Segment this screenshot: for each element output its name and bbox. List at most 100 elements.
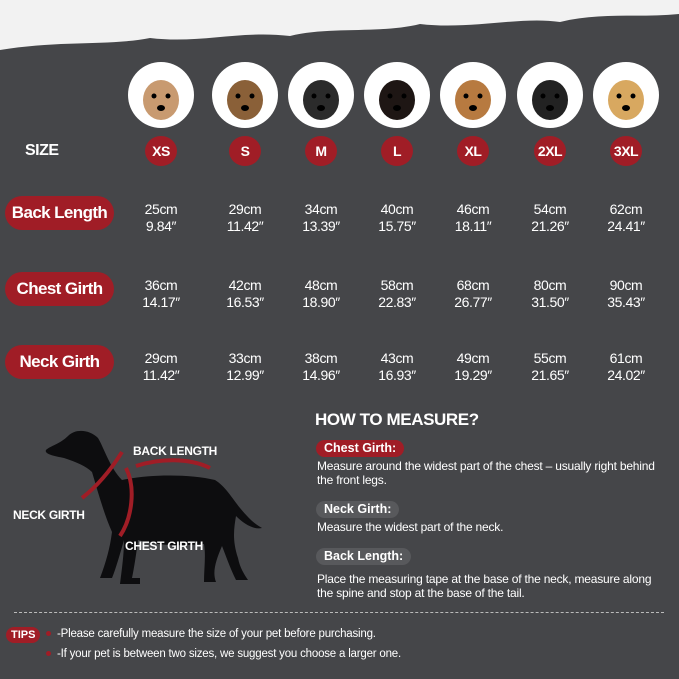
measurement-cell: 38cm 14.96″ — [286, 350, 356, 384]
back-length-tag: Back Length: — [316, 548, 412, 565]
size-badge-s: S — [229, 136, 261, 166]
tip-text: -Please carefully measure the size of yo… — [57, 628, 376, 640]
row-label-neck-girth: Neck Girth — [5, 345, 114, 379]
size-badge-xs: XS — [145, 136, 177, 166]
measurement-cell: 33cm 12.99″ — [210, 350, 280, 384]
chest-girth-line — [118, 467, 134, 538]
cm-value: 38cm — [304, 350, 338, 366]
size-badge-l: L — [381, 136, 413, 166]
chest-girth-tag: Chest Girth: — [316, 440, 405, 457]
cm-value: 58cm — [380, 277, 414, 293]
cm-value: 54cm — [533, 201, 567, 217]
neck-girth-tag: Neck Girth: — [316, 501, 400, 518]
cm-value: 36cm — [144, 277, 178, 293]
cm-value: 40cm — [380, 201, 414, 217]
measurement-cell: 55cm 21.65″ — [515, 350, 585, 384]
size-label: SIZE — [25, 142, 59, 159]
measurement-cell: 62cm 24.41″ — [591, 201, 661, 235]
tip-item: -If your pet is between two sizes, we su… — [46, 648, 401, 660]
measurement-cell: 29cm 11.42″ — [210, 201, 280, 235]
measurement-cell: 46cm 18.11″ — [438, 201, 508, 235]
back-length-description: Place the measuring tape at the base of … — [317, 572, 652, 600]
inch-value: 11.42″ — [226, 218, 264, 234]
inch-value: 14.17″ — [142, 294, 180, 310]
measurement-cell: 29cm 11.42″ — [126, 350, 196, 384]
measurement-cell: 90cm 35.43″ — [591, 277, 661, 311]
cm-value: 48cm — [304, 277, 338, 293]
measurement-cell: 68cm 26.77″ — [438, 277, 508, 311]
tips-badge: TIPS — [6, 627, 41, 643]
dog-photo-chihuahua — [128, 62, 194, 128]
inch-value: 35.43″ — [607, 294, 645, 310]
cm-value: 61cm — [609, 350, 643, 366]
inch-value: 14.96″ — [302, 367, 340, 383]
measurement-cell: 61cm 24.02″ — [591, 350, 661, 384]
cm-value: 62cm — [609, 201, 643, 217]
back-length-line — [135, 458, 211, 470]
dog-photo-border-collie — [517, 62, 583, 128]
row-label-back-length: Back Length — [5, 196, 114, 230]
inch-value: 12.99″ — [226, 367, 264, 383]
dashed-divider — [14, 612, 664, 613]
cm-value: 34cm — [304, 201, 338, 217]
bullet-icon — [46, 651, 51, 657]
inch-value: 11.42″ — [142, 367, 180, 383]
size-badge-2xl: 2XL — [534, 136, 566, 166]
size-badge-xl: XL — [457, 136, 489, 166]
size-badge-m: M — [305, 136, 337, 166]
inch-value: 18.11″ — [454, 218, 492, 234]
cm-value: 43cm — [380, 350, 414, 366]
inch-value: 22.83″ — [378, 294, 416, 310]
cm-value: 29cm — [228, 201, 262, 217]
inch-value: 15.75″ — [378, 218, 416, 234]
cm-value: 29cm — [144, 350, 178, 366]
measurement-cell: 48cm 18.90″ — [286, 277, 356, 311]
inch-value: 24.41″ — [607, 218, 645, 234]
cm-value: 33cm — [228, 350, 262, 366]
inch-value: 9.84″ — [145, 218, 177, 234]
diagram-label-neck-girth: NECK GIRTH — [13, 508, 85, 522]
brush-stroke-header — [0, 0, 679, 50]
cm-value: 42cm — [228, 277, 262, 293]
measurement-cell: 58cm 22.83″ — [362, 277, 432, 311]
measurement-cell: 43cm 16.93″ — [362, 350, 432, 384]
inch-value: 24.02″ — [607, 367, 645, 383]
inch-value: 16.93″ — [378, 367, 416, 383]
measurement-cell: 40cm 15.75″ — [362, 201, 432, 235]
measurement-cell: 42cm 16.53″ — [210, 277, 280, 311]
dog-photo-yorkshire-terrier — [212, 62, 278, 128]
diagram-label-chest-girth: CHEST GIRTH — [125, 539, 204, 553]
cm-value: 49cm — [456, 350, 490, 366]
row-label-chest-girth: Chest Girth — [5, 272, 114, 306]
measurement-cell: 36cm 14.17″ — [126, 277, 196, 311]
neck-girth-line — [80, 450, 124, 500]
cm-value: 46cm — [456, 201, 490, 217]
cm-value: 80cm — [533, 277, 567, 293]
cm-value: 55cm — [533, 350, 567, 366]
inch-value: 21.26″ — [531, 218, 569, 234]
inch-value: 19.29″ — [454, 367, 492, 383]
dog-photo-dachshund — [364, 62, 430, 128]
how-to-measure-title: HOW TO MEASURE? — [315, 410, 479, 429]
measurement-cell: 80cm 31.50″ — [515, 277, 585, 311]
dog-photo-golden-retriever — [593, 62, 659, 128]
dog-silhouette-diagram — [45, 430, 262, 584]
inch-value: 18.90″ — [302, 294, 340, 310]
dog-photo-beagle — [440, 62, 506, 128]
inch-value: 16.53″ — [226, 294, 264, 310]
measurement-cell: 34cm 13.39″ — [286, 201, 356, 235]
measurement-cell: 54cm 21.26″ — [515, 201, 585, 235]
tip-item: -Please carefully measure the size of yo… — [46, 628, 376, 640]
tip-text: -If your pet is between two sizes, we su… — [57, 648, 401, 660]
measurement-cell: 49cm 19.29″ — [438, 350, 508, 384]
chest-girth-description: Measure around the widest part of the ch… — [317, 459, 655, 487]
inch-value: 13.39″ — [302, 218, 340, 234]
measurement-cell: 25cm 9.84″ — [126, 201, 196, 235]
inch-value: 21.65″ — [531, 367, 569, 383]
cm-value: 68cm — [456, 277, 490, 293]
bullet-icon — [46, 631, 51, 637]
cm-value: 25cm — [144, 201, 178, 217]
dog-photo-french-bulldog — [288, 62, 354, 128]
inch-value: 31.50″ — [531, 294, 569, 310]
diagram-label-back-length: BACK LENGTH — [133, 444, 218, 458]
